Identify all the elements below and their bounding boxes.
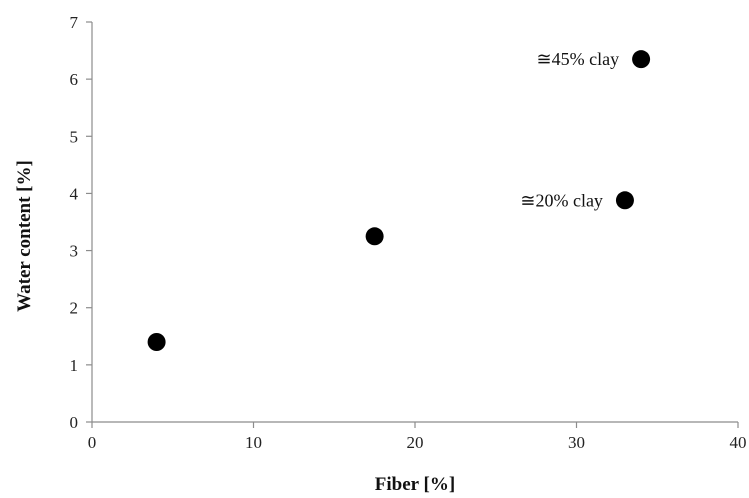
y-tick-label: 6 [70, 70, 79, 89]
data-points [147, 50, 651, 351]
data-point [365, 227, 384, 246]
point-annotation: ≅45% clay [537, 49, 620, 69]
y-tick-label: 1 [70, 356, 79, 375]
data-point [615, 191, 634, 210]
y-tick-label: 0 [70, 413, 79, 432]
y-axis-title: Water content [%] [14, 160, 35, 312]
x-tick-label: 30 [568, 433, 585, 452]
y-tick-label: 7 [70, 13, 79, 32]
x-tick-label: 40 [730, 433, 747, 452]
y-tick-label: 5 [70, 127, 79, 146]
y-tick-label: 2 [70, 299, 79, 318]
tick-labels: 0 10 20 30 40 0 1 2 3 4 5 6 7 [70, 13, 747, 452]
x-tick-label: 10 [245, 433, 262, 452]
point-annotation: ≅20% clay [520, 190, 603, 210]
x-tick-label: 20 [407, 433, 424, 452]
axes [86, 21, 739, 428]
data-point [147, 333, 166, 351]
y-tick-label: 3 [70, 242, 79, 261]
data-point [632, 50, 651, 69]
y-tick-label: 4 [70, 184, 79, 203]
annotations: ≅45% clay ≅20% clay [520, 49, 619, 210]
x-axis-title: Fiber [%] [375, 474, 455, 495]
x-tick-label: 0 [88, 433, 97, 452]
